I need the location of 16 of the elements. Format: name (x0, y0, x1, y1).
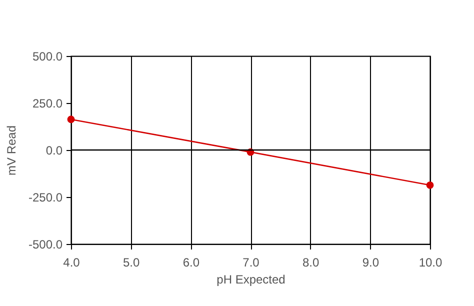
point (67, 116, 75, 124)
x-tick-label: 5.0 (122, 256, 140, 270)
y-tick-label: 0.0 (46, 144, 63, 158)
x-tick-label: 8.0 (302, 256, 320, 270)
point (426, 181, 434, 189)
y-tick-label: 500.0 (32, 50, 63, 64)
x-tick-label: 9.0 (362, 256, 380, 270)
x-tick-label: 6.0 (182, 256, 200, 270)
y-axis-title: mV Read (4, 125, 18, 176)
x-tick-label: 7.0 (242, 256, 260, 270)
y-tick-label: -250.0 (28, 190, 63, 204)
y-tick-label: 250.0 (32, 96, 63, 110)
x-axis-title: pH Expected (216, 272, 286, 286)
x-tick-label: 4.0 (63, 256, 80, 270)
y-tick-label: -500.0 (28, 238, 63, 252)
x-tick-label: 10.0 (418, 256, 442, 270)
